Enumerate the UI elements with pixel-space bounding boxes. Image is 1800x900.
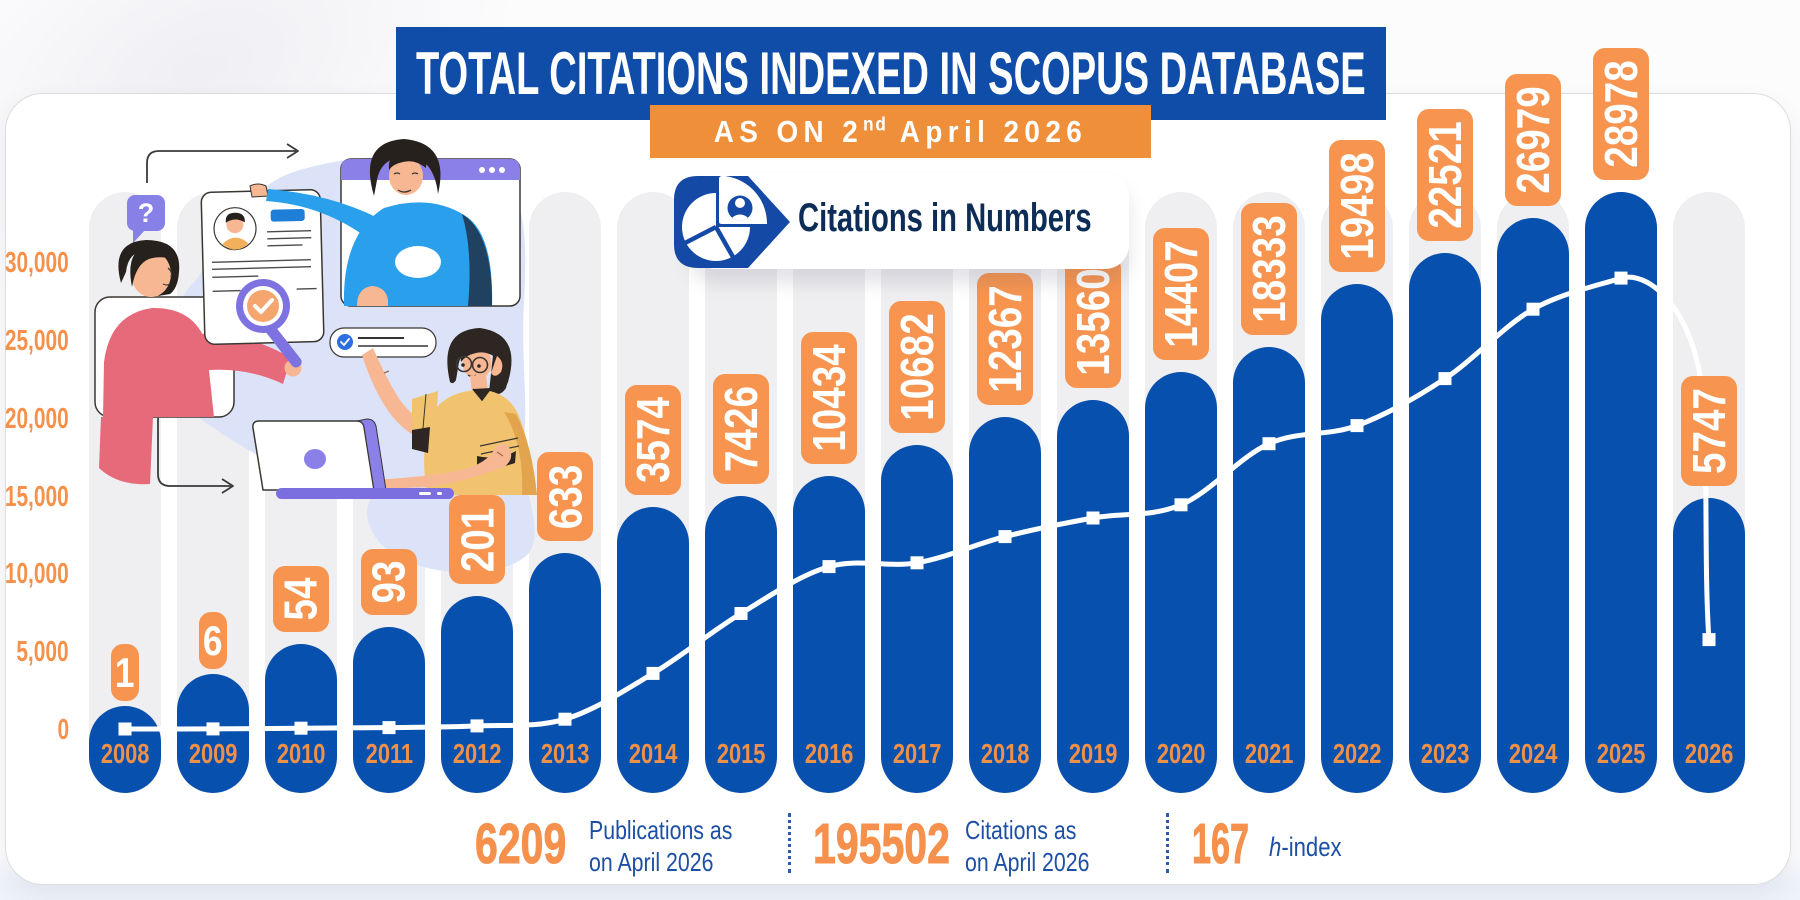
svg-text:?: ? [138, 198, 155, 228]
